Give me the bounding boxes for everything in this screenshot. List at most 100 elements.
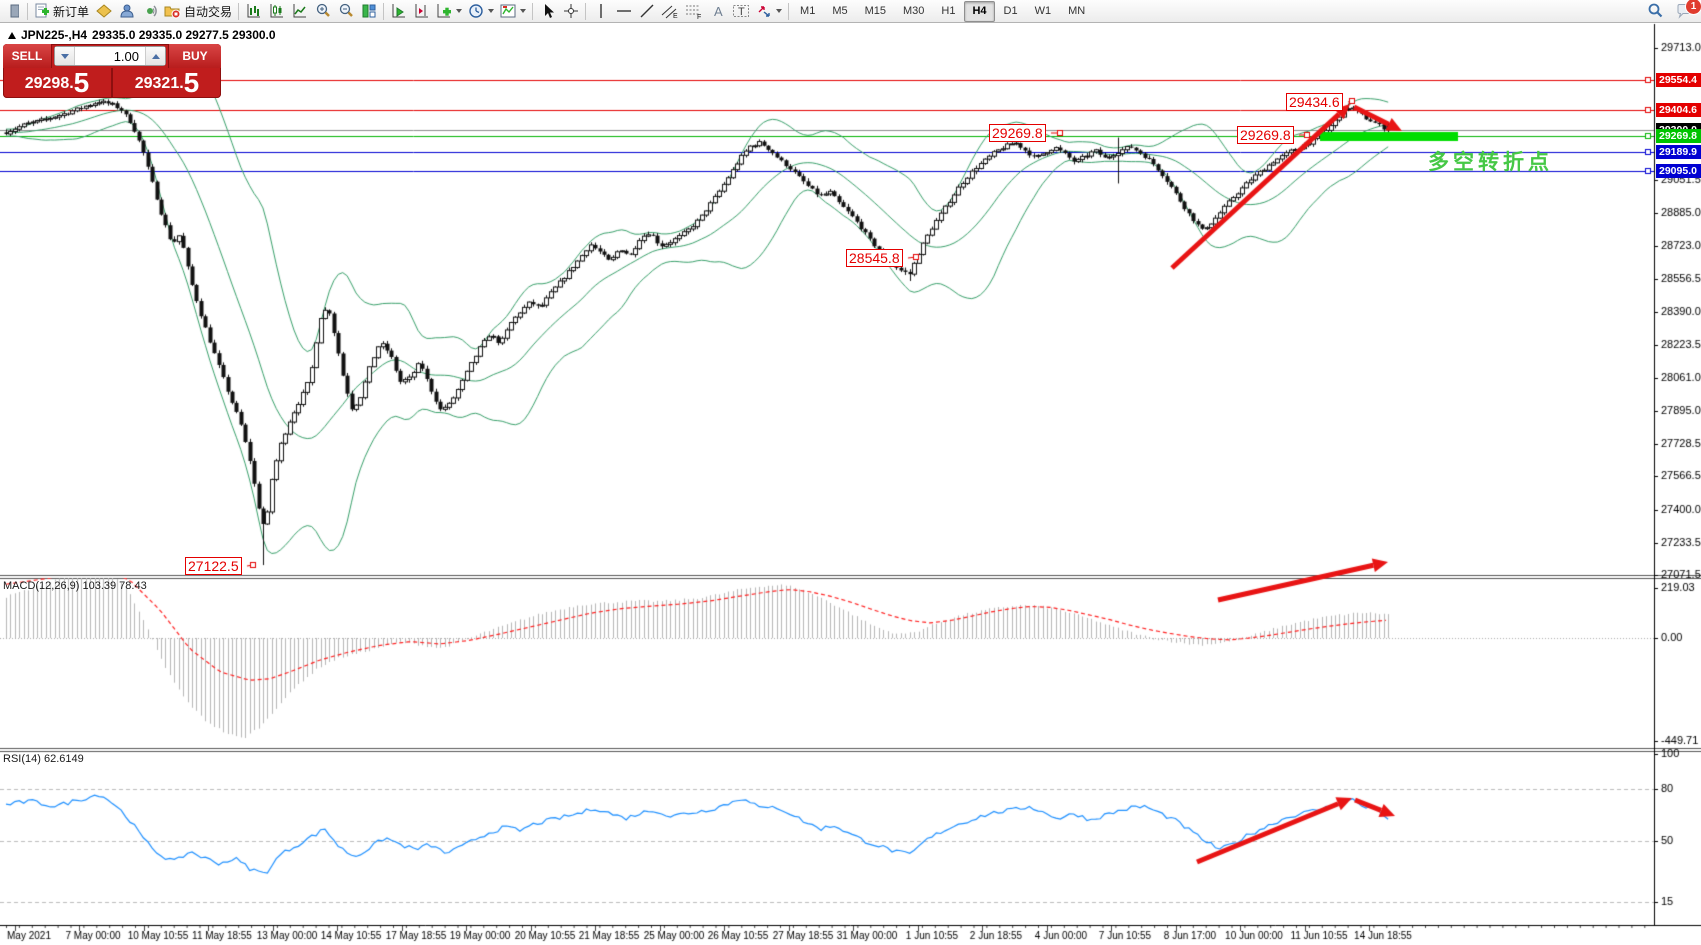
arrows-icon bbox=[758, 6, 770, 17]
data-window-button[interactable] bbox=[138, 1, 161, 22]
new-order-button[interactable]: 新订单 bbox=[31, 1, 92, 22]
search-button[interactable] bbox=[1643, 1, 1667, 22]
toolbar-separator bbox=[532, 2, 534, 20]
tf-D1[interactable]: D1 bbox=[1003, 5, 1018, 17]
svg-text:A: A bbox=[714, 4, 723, 19]
toolbar-separator bbox=[585, 2, 587, 20]
new-order-label: 新订单 bbox=[53, 4, 90, 19]
price-axis-badge: 29095.0 bbox=[1656, 164, 1701, 178]
auto-trading-icon bbox=[164, 6, 181, 19]
tf-M15[interactable]: M15 bbox=[864, 5, 886, 17]
trendline-button[interactable] bbox=[635, 1, 658, 22]
caret-down-icon bbox=[60, 53, 69, 59]
clipped-left-button[interactable] bbox=[1, 1, 24, 22]
market-watch-button[interactable] bbox=[115, 1, 138, 22]
periods-button[interactable] bbox=[465, 1, 497, 22]
buy-button[interactable]: BUY bbox=[168, 44, 221, 68]
svg-text:T: T bbox=[738, 6, 745, 18]
market-watch-icon bbox=[120, 4, 134, 18]
arrows-button[interactable] bbox=[753, 1, 785, 22]
symbol-header: JPN225-,H4 29335.0 29335.0 29277.5 29300… bbox=[8, 28, 276, 42]
toolbar-separator bbox=[27, 2, 28, 20]
indicators-button[interactable] bbox=[433, 1, 465, 22]
buy-price[interactable]: 29321. 5 bbox=[112, 68, 221, 98]
tf-H4[interactable]: H4 bbox=[964, 0, 995, 22]
text-button[interactable]: A bbox=[706, 1, 729, 22]
caret-up-icon bbox=[151, 53, 160, 59]
price-annotation-label[interactable]: 29269.8 bbox=[1237, 126, 1294, 144]
indicators-icon bbox=[437, 4, 452, 18]
fibonacci-button[interactable]: F bbox=[682, 1, 706, 22]
price-annotation-label[interactable]: 27122.5 bbox=[185, 557, 242, 575]
auto-trading-label: 自动交易 bbox=[184, 4, 233, 19]
zoom-out-button[interactable] bbox=[334, 1, 357, 22]
line-chart-icon bbox=[293, 4, 306, 18]
bar-chart-icon bbox=[247, 4, 260, 18]
tf-W1[interactable]: W1 bbox=[1034, 5, 1052, 17]
cursor-icon bbox=[544, 4, 554, 18]
symbol-marker-icon bbox=[8, 31, 16, 39]
chart-shift-button[interactable] bbox=[410, 1, 433, 22]
toolbar-separator bbox=[383, 2, 385, 20]
chevron-down-icon bbox=[520, 9, 527, 13]
zoom-out-icon bbox=[339, 3, 353, 17]
volume-value[interactable]: 1.00 bbox=[113, 48, 139, 64]
volume-decrease-button[interactable] bbox=[55, 47, 75, 65]
notification-badge: 1 bbox=[1685, 0, 1701, 15]
trade-panel-top-row: SELL 1.00 BUY bbox=[3, 44, 221, 68]
line-chart-button[interactable] bbox=[288, 1, 311, 22]
trade-panel-prices: 29298. 5 29321. 5 bbox=[3, 68, 221, 98]
svg-text:E: E bbox=[673, 13, 678, 19]
text-label-button[interactable]: T bbox=[729, 1, 753, 22]
tf-M1[interactable]: M1 bbox=[800, 5, 816, 17]
trendline-icon bbox=[640, 4, 654, 18]
sell-price[interactable]: 29298. 5 bbox=[3, 68, 112, 98]
equidistant-channel-button[interactable]: E bbox=[658, 1, 682, 22]
symbol-ohlc: 29335.0 29335.0 29277.5 29300.0 bbox=[92, 28, 276, 42]
templates-button[interactable] bbox=[497, 1, 529, 22]
svg-text:F: F bbox=[697, 14, 701, 19]
zoom-in-icon bbox=[316, 3, 330, 17]
price-axis-badge: 29189.9 bbox=[1656, 145, 1701, 159]
tf-M5[interactable]: M5 bbox=[832, 5, 848, 17]
text-icon: A bbox=[714, 4, 723, 19]
horizontal-line-button[interactable] bbox=[612, 1, 635, 22]
text-label-icon: T bbox=[733, 5, 750, 18]
price-annotation-label[interactable]: 29269.8 bbox=[989, 124, 1046, 142]
auto-trading-button[interactable]: 自动交易 bbox=[161, 1, 235, 22]
turning-point-annotation[interactable]: 多空转折点 bbox=[1428, 151, 1553, 174]
price-annotation-label[interactable]: 28545.8 bbox=[846, 249, 903, 267]
price-axis-badge: 29404.6 bbox=[1656, 103, 1701, 117]
tf-H1[interactable]: H1 bbox=[941, 5, 956, 17]
clipped-icon bbox=[10, 4, 19, 18]
tf-M30[interactable]: M30 bbox=[903, 5, 925, 17]
price-axis-badge: 29269.8 bbox=[1656, 129, 1701, 143]
tile-windows-button[interactable] bbox=[357, 1, 380, 22]
price-annotation-label[interactable]: 29434.6 bbox=[1286, 93, 1343, 111]
symbol-name: JPN225-,H4 bbox=[21, 28, 88, 42]
tile-windows-icon bbox=[362, 4, 376, 18]
cursor-button[interactable] bbox=[536, 1, 559, 22]
rsi-label: RSI(14) 62.6149 bbox=[3, 753, 84, 765]
buy-price-main: 29321. bbox=[134, 75, 184, 92]
market-depth-button[interactable] bbox=[92, 1, 115, 22]
sell-button[interactable]: SELL bbox=[3, 44, 52, 68]
volume-increase-button[interactable] bbox=[145, 47, 165, 65]
candlestick-chart-button[interactable] bbox=[265, 1, 288, 22]
auto-scroll-icon bbox=[392, 4, 405, 18]
zoom-in-button[interactable] bbox=[311, 1, 334, 22]
volume-spinner[interactable]: 1.00 bbox=[54, 46, 166, 66]
bar-chart-button[interactable] bbox=[242, 1, 265, 22]
notifications-button[interactable]: 1 bbox=[1673, 0, 1701, 22]
main-toolbar: 新订单 自动交易 bbox=[0, 0, 1701, 23]
sell-price-main: 29298. bbox=[24, 75, 74, 92]
vertical-line-button[interactable] bbox=[589, 1, 612, 22]
tf-MN[interactable]: MN bbox=[1068, 5, 1086, 17]
macd-label: MACD(12,26,9) 103.39 78.43 bbox=[3, 580, 147, 592]
chart-shift-icon bbox=[415, 4, 428, 18]
toolbar-separator bbox=[238, 2, 240, 20]
auto-scroll-button[interactable] bbox=[387, 1, 410, 22]
crosshair-button[interactable] bbox=[559, 1, 582, 22]
